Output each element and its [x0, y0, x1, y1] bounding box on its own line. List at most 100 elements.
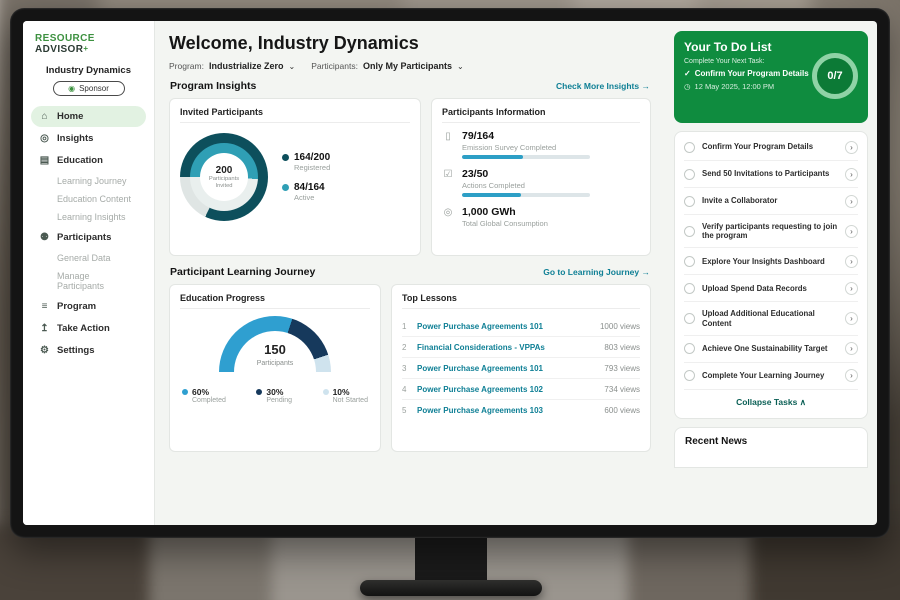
task-checkbox[interactable]	[684, 196, 695, 207]
photo-scene: RESOURCE ADVISOR+ Industry Dynamics ◉ Sp…	[0, 0, 900, 600]
task-checkbox[interactable]	[684, 142, 695, 153]
task-label[interactable]: Achieve One Sustainability Target	[702, 344, 838, 354]
sidebar-item-settings[interactable]: ⚙ Settings	[31, 340, 146, 361]
program-filter-label: Program:	[169, 61, 204, 71]
chevron-down-icon[interactable]: ⌄	[288, 62, 295, 71]
registered-dot-icon	[282, 154, 289, 161]
learning-cards-row: Education Progress 150 Participants	[169, 284, 651, 452]
task-label[interactable]: Explore Your Insights Dashboard	[702, 257, 838, 267]
todo-panel: Your To Do List Complete Your Next Task:…	[665, 21, 877, 525]
task-row: Send 50 Invitations to Participants ›	[684, 161, 858, 188]
chevron-right-icon[interactable]: ›	[845, 225, 858, 238]
sidebar-item-learning-insights[interactable]: Learning Insights	[31, 208, 146, 226]
chevron-right-icon[interactable]: ›	[845, 342, 858, 355]
home-icon: ⌂	[39, 111, 50, 122]
arrow-right-icon: →	[642, 267, 651, 277]
pending-value: 30%	[266, 387, 283, 397]
todo-progress-ring: 0/7	[812, 53, 858, 99]
collapse-tasks-button[interactable]: Collapse Tasks ∧	[684, 390, 858, 416]
stat-value: 79/164	[462, 130, 590, 142]
task-checkbox[interactable]	[684, 283, 695, 294]
page-title: Welcome, Industry Dynamics	[169, 33, 651, 54]
insights-cards-row: Invited Participants 200 Participants In…	[169, 98, 651, 256]
todo-title: Your To Do List	[684, 40, 858, 54]
recent-news-card: Recent News	[674, 427, 868, 468]
task-label[interactable]: Upload Additional Educational Content	[702, 309, 838, 328]
sidebar-item-participants[interactable]: ⚉ Participants	[31, 227, 146, 248]
sidebar-item-home[interactable]: ⌂ Home	[31, 106, 146, 127]
logo-plus: +	[83, 44, 88, 53]
program-filter-value[interactable]: Industrialize Zero	[209, 61, 284, 71]
completed-dot-icon	[182, 389, 188, 395]
task-label[interactable]: Upload Spend Data Records	[702, 284, 838, 294]
chevron-right-icon[interactable]: ›	[845, 141, 858, 154]
learning-journey-title: Participant Learning Journey	[170, 266, 315, 278]
consumption-icon: ◎	[442, 206, 454, 231]
task-checkbox[interactable]	[684, 226, 695, 237]
task-checkbox[interactable]	[684, 370, 695, 381]
lesson-link[interactable]: Power Purchase Agreements 103	[417, 406, 597, 415]
monitor-bezel: RESOURCE ADVISOR+ Industry Dynamics ◉ Sp…	[10, 8, 890, 538]
task-label[interactable]: Invite a Collaborator	[702, 196, 838, 206]
stat-value: 23/50	[462, 168, 590, 180]
top-lessons-title: Top Lessons	[402, 293, 640, 309]
lesson-link[interactable]: Power Purchase Agreements 101	[417, 322, 593, 331]
lesson-link[interactable]: Power Purchase Agreements 101	[417, 364, 597, 373]
program-icon: ≡	[39, 301, 50, 312]
chevron-right-icon[interactable]: ›	[845, 282, 858, 295]
todo-next-task[interactable]: ✓ Confirm Your Program Details	[684, 69, 809, 78]
logo-advisor: ADVISOR	[35, 44, 83, 55]
task-checkbox[interactable]	[684, 313, 695, 324]
sidebar-item-insights[interactable]: ◎ Insights	[31, 128, 146, 149]
sidebar-item-general-data[interactable]: General Data	[31, 249, 146, 267]
task-checkbox[interactable]	[684, 343, 695, 354]
not-started-dot-icon	[323, 389, 329, 395]
invited-participants-card: Invited Participants 200 Participants In…	[169, 98, 421, 256]
task-checkbox[interactable]	[684, 169, 695, 180]
sidebar-item-label: Insights	[57, 133, 93, 144]
sponsor-badge[interactable]: ◉ Sponsor	[53, 81, 125, 96]
participants-information-title: Participants Information	[442, 107, 640, 123]
chevron-down-icon[interactable]: ⌄	[457, 62, 464, 71]
participants-filter[interactable]: Participants: Only My Participants ⌄	[311, 61, 464, 71]
participants-filter-value[interactable]: Only My Participants	[363, 61, 452, 71]
sidebar-item-label: Home	[57, 111, 83, 122]
survey-icon: ▯	[442, 130, 454, 159]
check-more-insights-link[interactable]: Check More Insights →	[556, 81, 650, 91]
task-label[interactable]: Send 50 Invitations to Participants	[702, 169, 838, 179]
task-label[interactable]: Confirm Your Program Details	[702, 142, 838, 152]
invited-center-value: 200	[216, 165, 233, 176]
chevron-right-icon[interactable]: ›	[845, 369, 858, 382]
legend-registered: 164/200 Registered	[282, 152, 330, 172]
sidebar-item-learning-journey[interactable]: Learning Journey	[31, 172, 146, 190]
chevron-right-icon[interactable]: ›	[845, 312, 858, 325]
stat-actions-completed: ☑ 23/50 Actions Completed	[442, 168, 640, 197]
active-value: 84/164	[294, 182, 325, 193]
collapse-caret-icon: ∧	[800, 397, 806, 407]
chevron-right-icon[interactable]: ›	[845, 195, 858, 208]
go-to-learning-journey-link[interactable]: Go to Learning Journey →	[543, 267, 650, 277]
lesson-rank: 4	[402, 385, 410, 394]
clock-icon: ◷	[684, 82, 691, 91]
invited-donut-center: 200 Participants Invited	[200, 153, 248, 201]
program-filter[interactable]: Program: Industrialize Zero ⌄	[169, 61, 295, 71]
task-label[interactable]: Verify participants requesting to join t…	[702, 222, 838, 241]
participants-information-card: Participants Information ▯ 79/164 Emissi…	[431, 98, 651, 256]
sidebar-item-education-content[interactable]: Education Content	[31, 190, 146, 208]
sidebar-item-education[interactable]: ▤ Education	[31, 150, 146, 171]
sidebar-item-program[interactable]: ≡ Program	[31, 296, 146, 317]
lesson-link[interactable]: Power Purchase Agreements 102	[417, 385, 597, 394]
lesson-link[interactable]: Financial Considerations - VPPAs	[417, 343, 597, 352]
top-lessons-card: Top Lessons 1 Power Purchase Agreements …	[391, 284, 651, 452]
task-row: Complete Your Learning Journey ›	[684, 363, 858, 390]
task-checkbox[interactable]	[684, 256, 695, 267]
chevron-right-icon[interactable]: ›	[845, 255, 858, 268]
learning-journey-header: Participant Learning Journey Go to Learn…	[170, 266, 650, 278]
sidebar-item-manage-participants[interactable]: Manage Participants	[31, 267, 146, 295]
chevron-right-icon[interactable]: ›	[845, 168, 858, 181]
registered-label: Registered	[294, 163, 330, 172]
lesson-rank: 3	[402, 364, 410, 373]
task-row: Explore Your Insights Dashboard ›	[684, 248, 858, 275]
sidebar-item-take-action[interactable]: ↥ Take Action	[31, 318, 146, 339]
task-label[interactable]: Complete Your Learning Journey	[702, 371, 838, 381]
